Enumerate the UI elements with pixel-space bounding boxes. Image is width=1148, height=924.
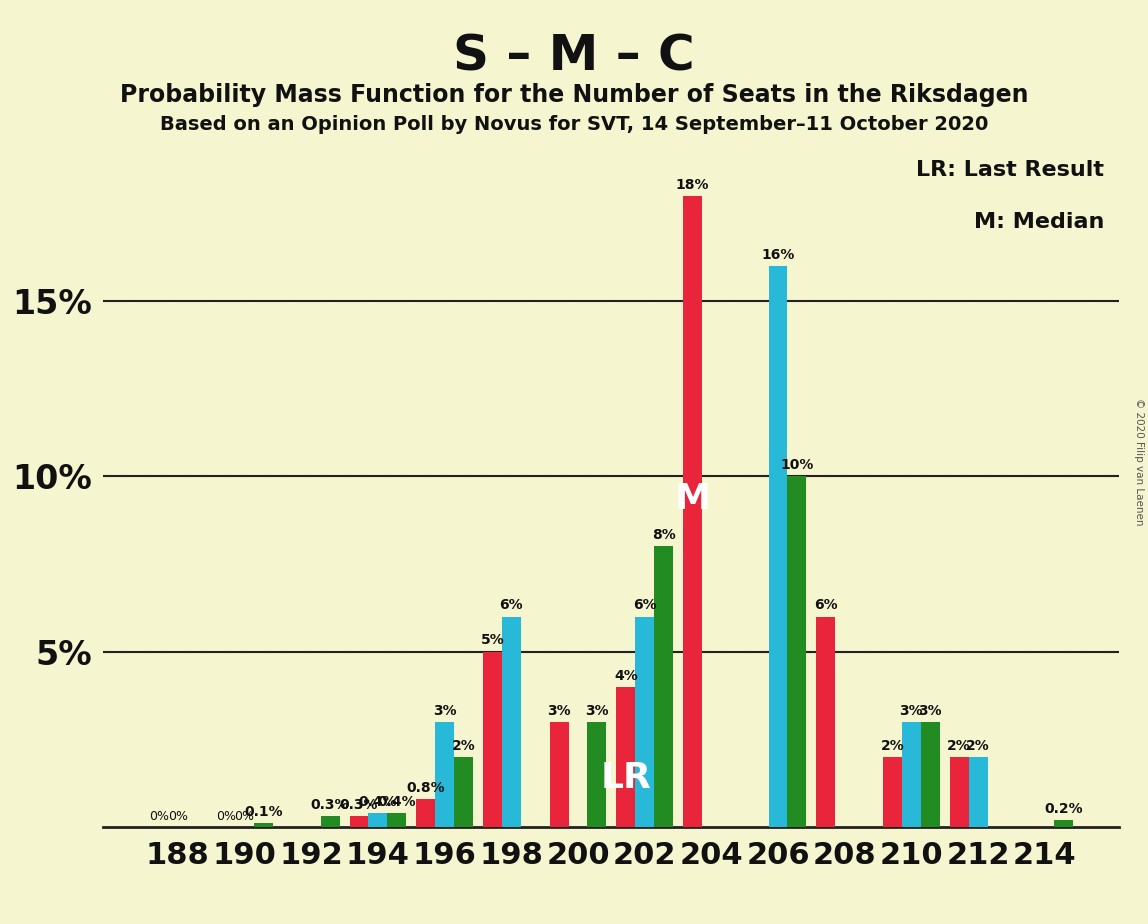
Text: 0.1%: 0.1% [245,805,282,820]
Text: 0.3%: 0.3% [340,798,378,812]
Text: Probability Mass Function for the Number of Seats in the Riksdagen: Probability Mass Function for the Number… [119,83,1029,107]
Bar [387,813,406,827]
Text: © 2020 Filip van Laenen: © 2020 Filip van Laenen [1134,398,1143,526]
Text: 8%: 8% [652,529,675,542]
Bar [550,722,568,827]
Bar [883,757,902,827]
Bar [635,616,654,827]
Text: 6%: 6% [814,599,838,613]
Bar [254,823,273,827]
Bar [921,722,940,827]
Bar [435,722,455,827]
Bar [654,546,673,827]
Bar [320,817,340,827]
Text: 2%: 2% [947,738,971,753]
Bar [816,616,836,827]
Text: 3%: 3% [548,703,571,718]
Bar [949,757,969,827]
Bar [349,817,369,827]
Text: 0.8%: 0.8% [406,781,445,795]
Text: 0%: 0% [216,809,235,822]
Bar [369,813,387,827]
Bar [455,757,473,827]
Text: 6%: 6% [499,599,523,613]
Text: 3%: 3% [585,703,608,718]
Text: 3%: 3% [918,703,943,718]
Text: 2%: 2% [967,738,990,753]
Bar [969,757,987,827]
Text: LR: Last Result: LR: Last Result [916,161,1104,180]
Text: M: M [674,481,711,516]
Text: 10%: 10% [781,458,814,472]
Bar [788,477,806,827]
Bar [588,722,606,827]
Text: 3%: 3% [433,703,457,718]
Text: 0.3%: 0.3% [311,798,349,812]
Text: S – M – C: S – M – C [453,32,695,80]
Text: M: Median: M: Median [974,212,1104,232]
Text: LR: LR [600,760,651,795]
Bar [502,616,521,827]
Text: 18%: 18% [676,177,709,191]
Text: 0.2%: 0.2% [1045,802,1083,816]
Bar [683,196,701,827]
Text: 0.4%: 0.4% [358,795,397,808]
Text: 4%: 4% [614,668,637,683]
Text: 2%: 2% [451,738,475,753]
Bar [768,266,788,827]
Text: 0%: 0% [168,809,188,822]
Text: 3%: 3% [900,703,923,718]
Bar [483,651,502,827]
Text: 0%: 0% [234,809,255,822]
Text: 6%: 6% [633,599,657,613]
Text: 5%: 5% [481,634,504,648]
Bar [616,687,635,827]
Text: 0.4%: 0.4% [378,795,416,808]
Text: 16%: 16% [761,248,794,261]
Bar [417,799,435,827]
Text: 2%: 2% [881,738,905,753]
Bar [1054,820,1073,827]
Bar [902,722,921,827]
Text: 0%: 0% [149,809,169,822]
Text: Based on an Opinion Poll by Novus for SVT, 14 September–11 October 2020: Based on an Opinion Poll by Novus for SV… [160,116,988,135]
